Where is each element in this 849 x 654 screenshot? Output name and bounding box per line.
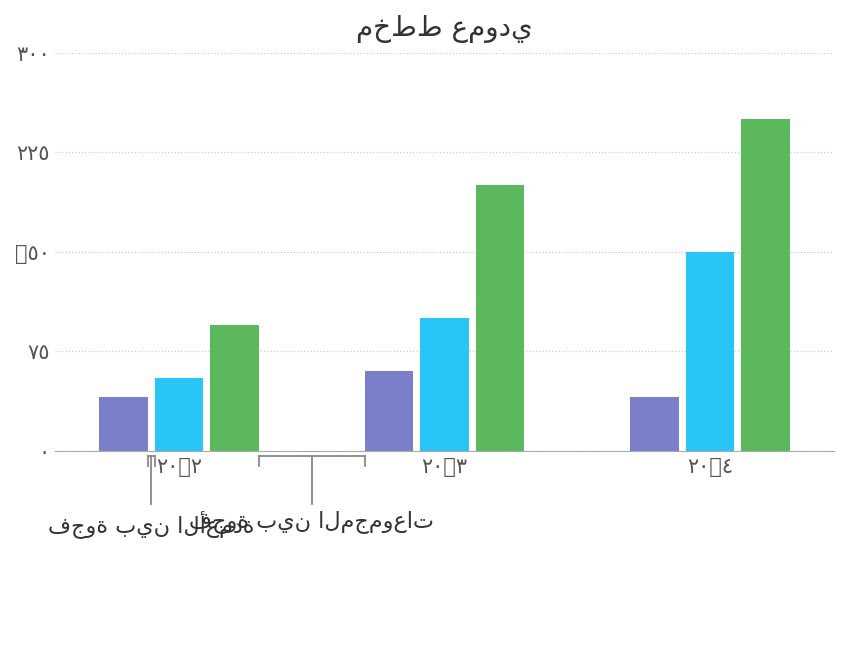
Bar: [364, 371, 413, 451]
Text: فجوة بين الأعمدة: فجوة بين الأعمدة: [48, 510, 255, 538]
Bar: [155, 377, 203, 451]
Bar: [630, 398, 678, 451]
Bar: [741, 119, 790, 451]
Bar: [420, 318, 469, 451]
Bar: [475, 185, 525, 451]
Text: فجوة بين المجموعات: فجوة بين المجموعات: [189, 510, 434, 533]
Bar: [211, 324, 259, 451]
Title: مخطط عمودي: مخطط عمودي: [356, 15, 532, 43]
Bar: [686, 252, 734, 451]
Bar: [99, 398, 148, 451]
